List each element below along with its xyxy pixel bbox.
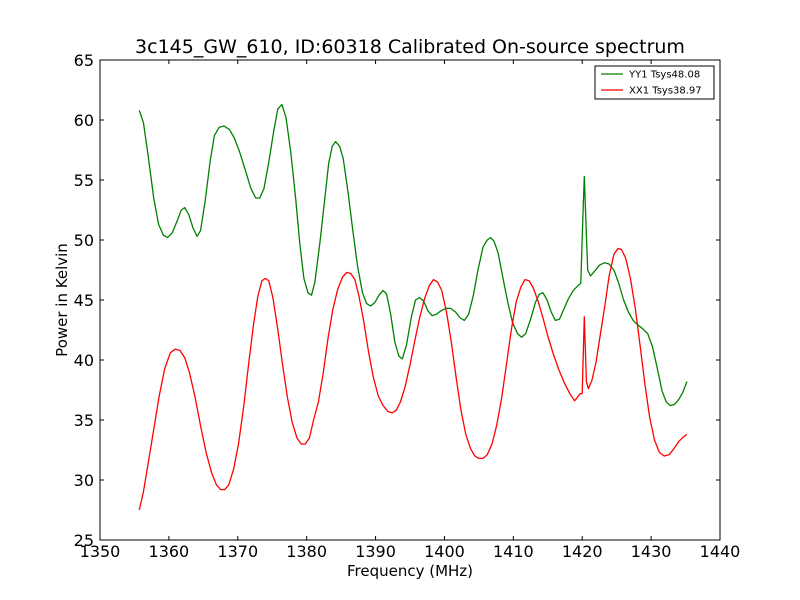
legend-label-xx1: XX1 Tsys38.97 [629,86,702,97]
y-tick-label: 25 [74,531,94,550]
series-layer [138,103,688,511]
x-tick-label: 1400 [424,542,465,561]
y-tick-label: 55 [74,171,94,190]
x-axis-label: Frequency (MHz) [347,562,473,580]
y-axis-label: Power in Kelvin [53,243,71,357]
x-tick-label: 1410 [493,542,534,561]
y-tick-label: 50 [74,231,94,250]
y-tick-label: 65 [74,51,94,70]
y-tick-label: 35 [74,411,94,430]
legend: YY1 Tsys48.08 XX1 Tsys38.97 [594,65,715,100]
plot-frame [99,59,721,541]
x-tick-label: 1360 [149,542,190,561]
x-tick-label: 1430 [631,542,672,561]
y-tick-label: 45 [74,291,94,310]
series-line-yy1 [138,103,688,407]
tick-layer: 1350 1360 1370 1380 1390 1400 1410 1420 1430 1440… [74,51,741,561]
series-line-xx1 [138,247,688,511]
chart-title: 3c145_GW_610, ID:60318 Calibrated On-sou… [135,36,685,58]
y-tick-label: 60 [74,111,94,130]
x-tick-label: 1420 [562,542,603,561]
y-tick-label: 40 [74,351,94,370]
x-tick-label: 1380 [286,542,327,561]
x-tick-label: 1350 [80,542,121,561]
plot-area [100,60,720,540]
y-tick-label: 30 [74,471,94,490]
legend-label-yy1: YY1 Tsys48.08 [628,70,700,81]
legend-box [594,65,715,100]
x-tick-label: 1390 [355,542,396,561]
x-tick-label: 1370 [217,542,258,561]
x-tick-label: 1440 [700,542,741,561]
